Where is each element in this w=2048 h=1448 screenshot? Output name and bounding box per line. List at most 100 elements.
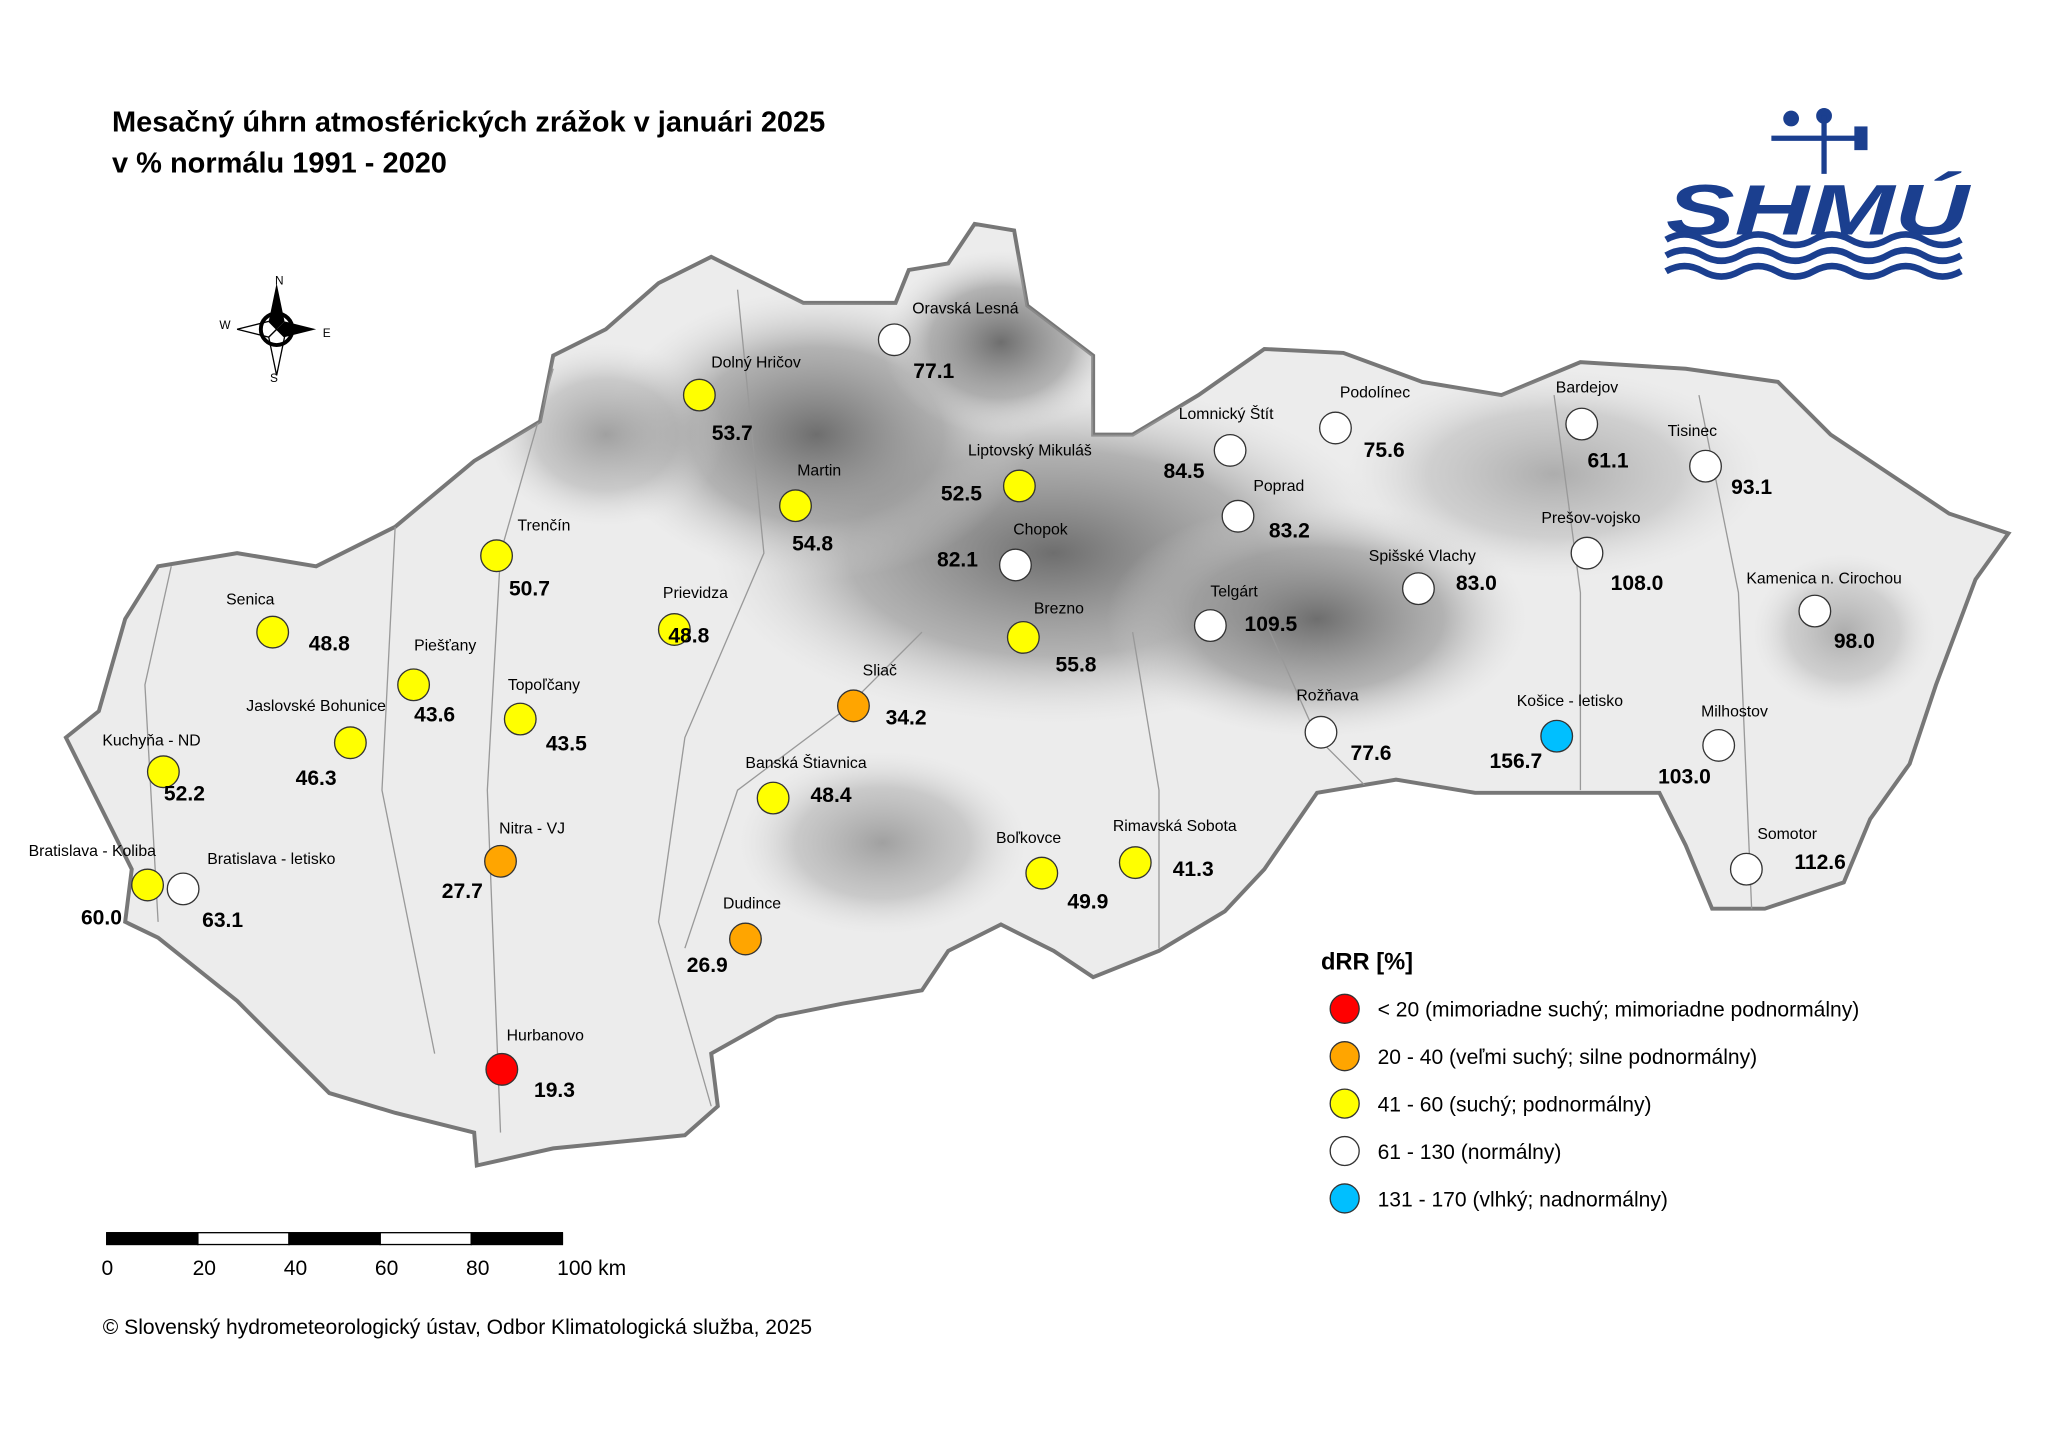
legend-title: dRR [%]: [1321, 949, 1413, 975]
scale-label: 60: [375, 1257, 398, 1280]
title-line: v % normálu 1991 - 2020: [112, 148, 447, 180]
station-name: Podolínec: [1340, 385, 1410, 402]
station-name: Chopok: [1013, 522, 1068, 539]
station-name: Prievidza: [663, 585, 728, 602]
station-marker: [1304, 715, 1338, 749]
country-shape: [63, 221, 2012, 1168]
station-name: Brezno: [1034, 601, 1084, 618]
station-value: 109.5: [1245, 613, 1298, 636]
station-marker: [1318, 411, 1352, 445]
station-name: Boľkovce: [996, 830, 1061, 847]
station-marker: [1798, 594, 1832, 628]
scale-label: 40: [284, 1257, 307, 1280]
station-marker: [256, 615, 290, 649]
scale-bar: 0 20 40 60 80 100 km: [101, 1232, 626, 1280]
station-value: 83.0: [1456, 572, 1497, 595]
legend-label: < 20 (mimoriadne suchý; mimoriadne podno…: [1378, 999, 1860, 1022]
scale-label: 100 km: [557, 1257, 626, 1280]
legend-label: 61 - 130 (normálny): [1378, 1141, 1562, 1164]
legend-swatch: [1329, 993, 1360, 1024]
station-value: 34.2: [886, 706, 927, 729]
station-value: 61.1: [1588, 450, 1629, 473]
station-marker: [166, 872, 200, 906]
legend-label: 20 - 40 (veľmi suchý; silne podnormálny): [1378, 1046, 1758, 1069]
station-name: Poprad: [1253, 478, 1304, 495]
station-marker: [836, 689, 870, 723]
station-marker: [146, 755, 180, 789]
station-marker: [1025, 856, 1059, 890]
station-marker: [1702, 728, 1736, 762]
station-name: Senica: [226, 591, 275, 608]
station-name: Rimavská Sobota: [1113, 818, 1237, 835]
station-name: Dudince: [723, 896, 781, 913]
station-name: Kamenica n. Cirochou: [1746, 570, 1901, 587]
compass: N E S W: [219, 273, 330, 384]
station-value: 48.8: [309, 633, 350, 656]
compass-w: W: [219, 318, 231, 332]
station-value: 43.5: [546, 733, 587, 756]
station-value: 41.3: [1173, 858, 1214, 881]
station-name: Jaslovské Bohunice: [246, 698, 386, 715]
scale-segment: [379, 1232, 472, 1246]
station-value: 83.2: [1269, 519, 1310, 542]
station-value: 52.2: [164, 783, 205, 806]
station-value: 46.3: [296, 767, 337, 790]
station-marker: [1689, 449, 1722, 483]
station-marker: [484, 844, 517, 878]
station-marker: [779, 489, 812, 523]
station-name: Topoľčany: [508, 677, 580, 694]
station-marker: [1213, 433, 1247, 467]
station-value: 75.6: [1364, 439, 1405, 462]
compass-s: S: [270, 371, 278, 385]
station-value: 77.1: [913, 360, 954, 383]
station-marker: [682, 378, 716, 412]
station-name: Liptovský Mikuláš: [968, 443, 1092, 460]
station-value: 103.0: [1658, 766, 1711, 789]
station-value: 63.1: [202, 909, 243, 932]
station-marker: [397, 668, 431, 702]
station-marker: [756, 781, 790, 815]
scale-label: 20: [193, 1257, 216, 1280]
station-name: Bardejov: [1556, 379, 1618, 396]
station-name: Bratislava - Koliba: [29, 843, 157, 860]
station-name: Banská Štiavnica: [745, 753, 866, 772]
station-marker: [131, 868, 165, 902]
station-marker: [1401, 572, 1435, 606]
station-value: 53.7: [712, 422, 753, 445]
station-marker: [1002, 469, 1036, 503]
station-name: Spišské Vlachy: [1369, 548, 1476, 565]
title-line: Mesačný úhrn atmosférických zrážok v jan…: [112, 107, 825, 139]
stations: Oravská Lesná 77.1 Dolný Hričov 53.7 Martin 5…: [29, 300, 1902, 1102]
station-value: 49.9: [1067, 891, 1108, 914]
station-value: 60.0: [81, 907, 122, 930]
station-name: Dolný Hričov: [711, 354, 801, 371]
station-value: 48.4: [811, 784, 852, 807]
station-value: 77.6: [1351, 742, 1392, 765]
scale-label: 0: [101, 1257, 113, 1280]
scale-segment: [197, 1232, 290, 1246]
station-name: Rožňava: [1296, 688, 1359, 705]
station-name: Telgárt: [1210, 584, 1258, 601]
station-name: Nitra - VJ: [499, 821, 565, 838]
station-value: 98.0: [1834, 630, 1875, 653]
station-marker: [1729, 852, 1763, 886]
scale-segment: [288, 1232, 381, 1246]
station-marker: [1118, 846, 1152, 880]
station-value: 52.5: [941, 482, 982, 505]
legend-label: 131 - 170 (vlhký; nadnormálny): [1378, 1188, 1668, 1211]
station-name: Martin: [797, 462, 841, 479]
legend-swatch: [1329, 1041, 1360, 1072]
station-value: 82.1: [937, 548, 978, 571]
station-value: 84.5: [1164, 460, 1205, 483]
compass-n: N: [275, 273, 284, 287]
station-name: Kuchyňa - ND: [102, 732, 200, 749]
station-marker: [485, 1052, 519, 1086]
station-name: Bratislava - letisko: [207, 851, 335, 868]
station-value: 27.7: [442, 880, 483, 903]
station-marker: [1565, 407, 1599, 441]
station-value: 54.8: [792, 532, 833, 555]
station-value: 55.8: [1056, 654, 1097, 677]
legend-swatch: [1329, 1183, 1360, 1214]
station-marker: [1570, 536, 1604, 570]
station-marker: [480, 539, 514, 573]
